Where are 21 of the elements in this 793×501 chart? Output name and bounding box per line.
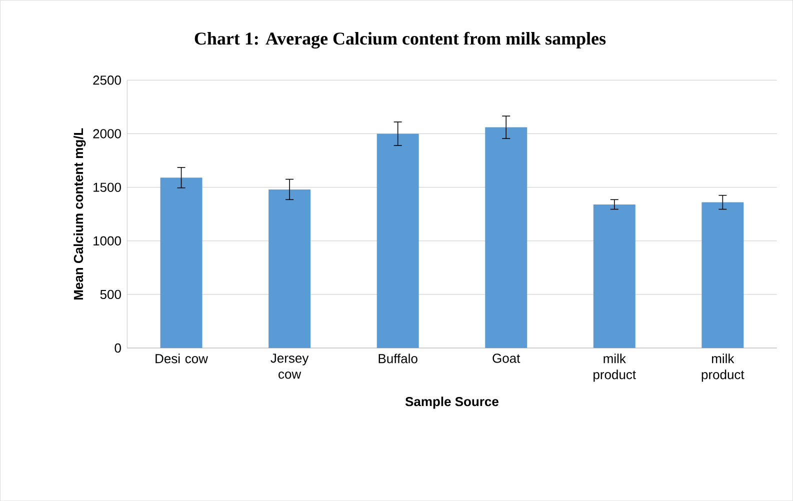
y-tick-label: 1000: [94, 236, 121, 246]
chart-title: Chart 1: Average Calcium content from milk samples: [194, 32, 606, 48]
bar: [268, 189, 311, 348]
bar: [160, 178, 202, 348]
x-tick-label: Desi cow: [156, 354, 208, 364]
x-axis-title: Sample Source: [405, 396, 498, 409]
x-tick-label: milk product: [702, 354, 744, 382]
y-tick-label: 1500: [94, 182, 121, 192]
x-tick-label: milk product: [594, 354, 636, 382]
x-tick-label: Goat: [492, 354, 520, 363]
bar: [376, 134, 419, 348]
y-tick-label: 500: [100, 290, 121, 299]
x-tick-label: Jersey cow: [270, 354, 309, 379]
y-tick-label: 2000: [93, 129, 121, 138]
bar: [593, 204, 636, 348]
y-tick-label: 2500: [93, 75, 121, 85]
y-tick-label: 0: [114, 343, 121, 353]
bar: [702, 202, 744, 348]
y-axis-title: Mean Calcium content mg/L: [74, 128, 86, 300]
bar: [485, 127, 528, 348]
x-tick-label: Buffalo: [378, 354, 418, 364]
